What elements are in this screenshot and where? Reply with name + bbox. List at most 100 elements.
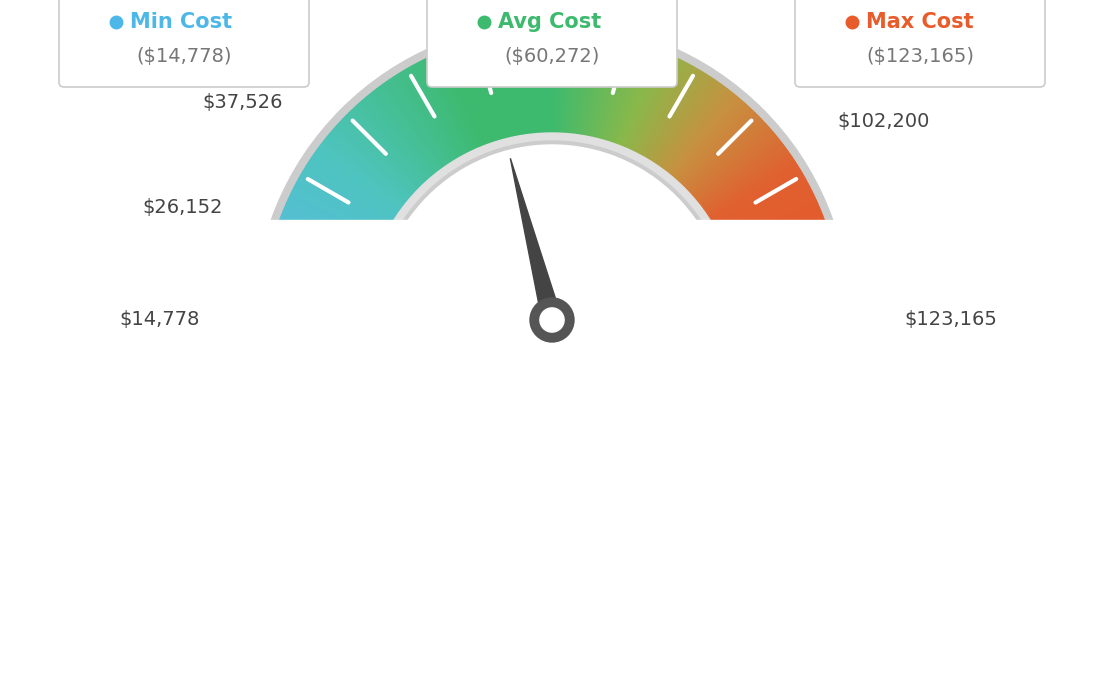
Wedge shape (692, 130, 774, 201)
Wedge shape (573, 32, 588, 137)
Wedge shape (633, 59, 681, 155)
Wedge shape (670, 97, 740, 179)
Wedge shape (264, 286, 369, 301)
Wedge shape (498, 34, 519, 138)
Wedge shape (680, 110, 755, 188)
Wedge shape (265, 275, 369, 293)
Wedge shape (376, 145, 728, 320)
Wedge shape (701, 147, 787, 211)
Wedge shape (681, 112, 757, 189)
Wedge shape (263, 305, 368, 313)
Wedge shape (335, 126, 414, 197)
Wedge shape (543, 30, 548, 135)
Wedge shape (272, 245, 373, 274)
Wedge shape (423, 59, 471, 155)
Wedge shape (457, 45, 493, 146)
Wedge shape (394, 75, 453, 165)
Wedge shape (602, 41, 633, 142)
Wedge shape (688, 124, 767, 196)
Wedge shape (263, 299, 368, 308)
Wedge shape (384, 82, 446, 169)
Wedge shape (702, 150, 788, 213)
Wedge shape (705, 157, 794, 217)
Wedge shape (552, 30, 555, 135)
Wedge shape (677, 106, 751, 185)
Wedge shape (737, 314, 842, 318)
Wedge shape (254, 22, 850, 320)
Wedge shape (627, 55, 672, 152)
Wedge shape (480, 39, 508, 141)
Wedge shape (347, 112, 423, 189)
Wedge shape (284, 208, 382, 250)
Wedge shape (736, 302, 841, 310)
Wedge shape (643, 68, 697, 160)
Wedge shape (733, 259, 836, 284)
Wedge shape (522, 31, 534, 136)
Wedge shape (613, 46, 650, 146)
Wedge shape (268, 257, 371, 282)
Wedge shape (679, 108, 753, 186)
Wedge shape (720, 197, 816, 243)
Wedge shape (586, 35, 609, 139)
Wedge shape (402, 70, 458, 161)
Wedge shape (733, 257, 836, 282)
Wedge shape (736, 311, 842, 316)
Wedge shape (471, 41, 502, 142)
Wedge shape (714, 180, 808, 233)
Wedge shape (682, 115, 760, 190)
Circle shape (540, 308, 564, 332)
Wedge shape (691, 128, 772, 199)
Wedge shape (269, 254, 372, 279)
Wedge shape (282, 213, 380, 254)
Wedge shape (562, 30, 570, 135)
Wedge shape (337, 124, 416, 196)
Wedge shape (312, 155, 400, 216)
Wedge shape (729, 233, 829, 266)
Wedge shape (295, 183, 389, 235)
Text: $81,236: $81,236 (670, 0, 751, 1)
Wedge shape (687, 121, 765, 195)
FancyBboxPatch shape (795, 0, 1045, 87)
Wedge shape (277, 225, 378, 261)
Wedge shape (659, 83, 722, 170)
Wedge shape (368, 95, 436, 177)
Wedge shape (641, 66, 694, 159)
Wedge shape (734, 266, 838, 287)
FancyBboxPatch shape (427, 0, 677, 87)
Wedge shape (302, 170, 394, 226)
Wedge shape (726, 225, 827, 261)
Wedge shape (668, 95, 736, 177)
Text: ($60,272): ($60,272) (505, 48, 599, 66)
Wedge shape (528, 31, 539, 136)
Wedge shape (699, 145, 785, 210)
Wedge shape (316, 150, 402, 213)
Wedge shape (263, 302, 368, 310)
Wedge shape (512, 32, 529, 137)
Wedge shape (262, 308, 368, 314)
Wedge shape (651, 75, 710, 165)
Wedge shape (708, 162, 797, 221)
Wedge shape (325, 137, 408, 205)
Wedge shape (583, 34, 604, 138)
Wedge shape (500, 34, 521, 138)
Wedge shape (556, 30, 561, 135)
Wedge shape (524, 31, 537, 136)
Wedge shape (412, 64, 465, 158)
Wedge shape (658, 82, 720, 169)
Wedge shape (269, 251, 372, 278)
Wedge shape (570, 31, 582, 136)
Wedge shape (428, 57, 475, 152)
Text: ($14,778): ($14,778) (136, 48, 232, 66)
Text: $14,778: $14,778 (119, 310, 200, 330)
Wedge shape (666, 91, 732, 175)
Wedge shape (733, 263, 837, 286)
Wedge shape (540, 30, 546, 135)
Wedge shape (718, 191, 813, 239)
Wedge shape (655, 79, 715, 167)
Wedge shape (728, 230, 829, 265)
Wedge shape (298, 177, 391, 231)
Wedge shape (719, 194, 815, 241)
Wedge shape (293, 188, 388, 238)
Wedge shape (624, 52, 667, 150)
Wedge shape (382, 83, 445, 170)
